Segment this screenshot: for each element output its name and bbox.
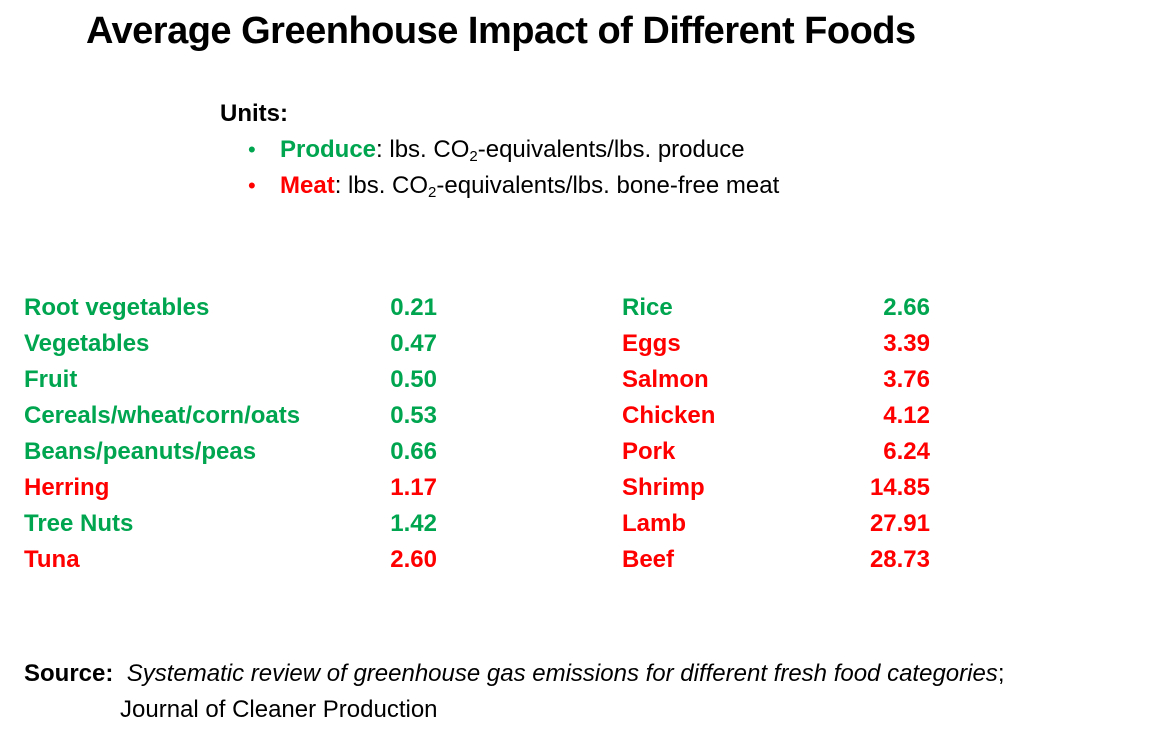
page-title: Average Greenhouse Impact of Different F… — [86, 10, 916, 52]
source-journal: Journal of Cleaner Production — [120, 696, 438, 723]
food-name: Pork — [622, 438, 676, 465]
food-name: Tuna — [24, 546, 80, 573]
food-row: Tuna 2.60 — [24, 546, 444, 582]
food-name: Salmon — [622, 366, 709, 393]
units-produce-line: • Produce: lbs. CO2-equivalents/lbs. prod… — [248, 136, 745, 164]
food-row: Beef 28.73 — [622, 546, 932, 582]
produce-unit-post: -equivalents/lbs. produce — [477, 136, 745, 163]
food-value: 3.39 — [883, 330, 930, 357]
food-value: 0.47 — [390, 330, 437, 357]
food-row: Root vegetables 0.21 — [24, 294, 444, 330]
units-heading: Units: — [220, 100, 288, 127]
food-name: Chicken — [622, 402, 716, 429]
food-name: Lamb — [622, 510, 687, 537]
food-value: 1.42 — [390, 510, 437, 537]
source-line: Source: Systematic review of greenhouse … — [24, 660, 1004, 688]
food-name: Rice — [622, 294, 673, 321]
meat-unit-post: -equivalents/lbs. bone-free meat — [436, 172, 780, 199]
source-label: Source: — [24, 660, 114, 687]
food-value: 0.53 — [390, 402, 437, 429]
food-value: 0.21 — [390, 294, 437, 321]
food-value: 0.66 — [390, 438, 437, 465]
food-name: Fruit — [24, 366, 78, 393]
food-name: Eggs — [622, 330, 681, 357]
food-value: 6.24 — [883, 438, 930, 465]
food-name: Shrimp — [622, 474, 705, 501]
food-row: Herring 1.17 — [24, 474, 444, 510]
source-citation: Systematic review of greenhouse gas emis… — [126, 660, 998, 687]
food-name: Cereals/wheat/corn/oats — [24, 402, 301, 429]
food-name: Root vegetables — [24, 294, 210, 321]
food-row: Pork 6.24 — [622, 438, 932, 474]
food-value: 0.50 — [390, 366, 437, 393]
food-row: Rice 2.66 — [622, 294, 932, 330]
produce-unit-sub: 2 — [469, 148, 478, 165]
food-name: Vegetables — [24, 330, 150, 357]
food-value: 2.60 — [390, 546, 437, 573]
food-name: Beans/peanuts/peas — [24, 438, 257, 465]
food-row: Vegetables 0.47 — [24, 330, 444, 366]
food-value: 14.85 — [869, 474, 930, 501]
bullet-icon: • — [248, 173, 256, 198]
food-value: 2.66 — [883, 294, 930, 321]
food-row: Cereals/wheat/corn/oats 0.53 — [24, 402, 444, 438]
food-row: Fruit 0.50 — [24, 366, 444, 402]
food-row: Chicken 4.12 — [622, 402, 932, 438]
meat-unit-sub: 2 — [428, 184, 437, 201]
food-row: Eggs 3.39 — [622, 330, 932, 366]
food-row: Shrimp 14.85 — [622, 474, 932, 510]
source-separator: ; — [997, 660, 1005, 687]
meat-unit-pre: : lbs. CO — [334, 172, 429, 199]
units-meat-line: • Meat: lbs. CO2-equivalents/lbs. bone-fr… — [248, 172, 779, 200]
food-row: Salmon 3.76 — [622, 366, 932, 402]
meat-label: Meat — [280, 172, 335, 199]
food-value: 1.17 — [390, 474, 437, 501]
food-name: Beef — [622, 546, 675, 573]
produce-unit-pre: : lbs. CO — [376, 136, 470, 163]
bullet-icon: • — [248, 137, 256, 162]
food-row: Lamb 27.91 — [622, 510, 932, 546]
food-value: 3.76 — [883, 366, 930, 393]
food-value: 28.73 — [869, 546, 930, 573]
food-value: 27.91 — [869, 510, 930, 537]
food-value: 4.12 — [883, 402, 930, 429]
food-name: Tree Nuts — [24, 510, 134, 537]
produce-label: Produce — [280, 136, 377, 163]
food-row: Beans/peanuts/peas 0.66 — [24, 438, 444, 474]
food-name: Herring — [24, 474, 110, 501]
food-row: Tree Nuts 1.42 — [24, 510, 444, 546]
